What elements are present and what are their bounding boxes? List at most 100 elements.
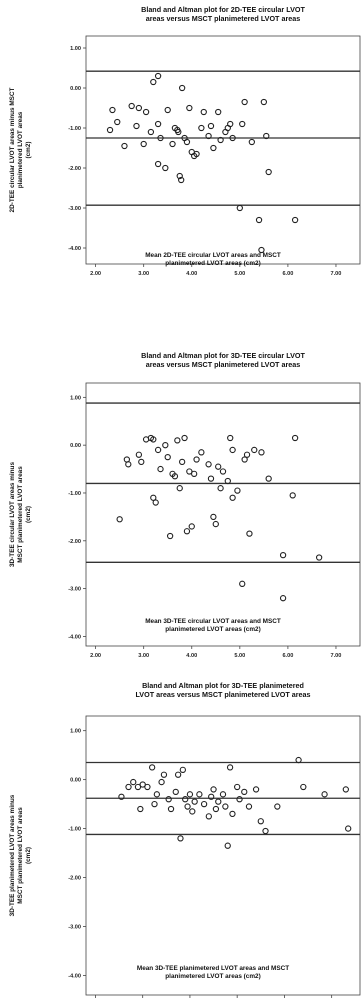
data-point (279, 551, 287, 559)
data-point (186, 791, 194, 798)
data-point (315, 554, 323, 561)
data-point (165, 796, 172, 803)
chart-title-line: Bland and Altman plot for 3D-TEE planime… (142, 681, 304, 690)
y-tick-label: 1.00 (70, 46, 81, 52)
data-point (121, 142, 128, 150)
x-tick-label: 4.00 (186, 271, 197, 277)
data-point (183, 528, 191, 535)
plot-area (85, 382, 361, 647)
data-point (167, 805, 175, 813)
data-point (226, 764, 234, 771)
x-tick-label: 4.00 (186, 653, 197, 659)
data-point (210, 786, 217, 793)
data-point (138, 458, 145, 466)
plot-area (85, 35, 361, 265)
data-point (208, 793, 215, 800)
data-point (258, 246, 265, 254)
data-point (255, 216, 263, 224)
data-point (193, 456, 200, 463)
data-point (198, 449, 205, 456)
chart-title-line: Bland and Altman plot for 2D-TEE circula… (141, 5, 305, 14)
x-tick-label: 3.00 (138, 653, 149, 659)
data-point (263, 132, 270, 140)
data-point (274, 803, 281, 810)
data-point (191, 798, 198, 805)
y-tick-label: -3.00 (68, 206, 81, 212)
data-point (135, 451, 143, 458)
x-tick-label: 5.00 (234, 653, 245, 659)
x-tick-label: 6.00 (282, 271, 293, 277)
y-tick-label: -1.00 (68, 827, 81, 833)
y-tick-label: 0.00 (70, 86, 81, 92)
data-point (217, 136, 224, 144)
x-axis-label-line: planimetered LVOT areas (cm2) (165, 973, 260, 980)
x-tick-label: 5.00 (234, 271, 245, 277)
data-point (175, 128, 182, 136)
data-point (345, 825, 352, 832)
data-point (217, 485, 224, 492)
data-point (142, 108, 150, 116)
data-point (183, 138, 191, 146)
data-point (289, 492, 296, 499)
data-point (140, 140, 147, 148)
y-tick-label: -2.00 (68, 166, 81, 172)
data-point (239, 580, 246, 587)
data-point (189, 808, 196, 815)
data-point (171, 473, 179, 480)
x-axis-label-line: planimetered LVOT areas (cm2) (165, 626, 260, 633)
data-point (153, 791, 161, 798)
y-axis-label-line: 3D-TEE circular LVOT areas minus (9, 462, 16, 567)
data-point (193, 150, 200, 158)
data-point (164, 106, 171, 114)
data-point (236, 204, 243, 212)
x-tick-label: 7.00 (331, 653, 342, 659)
y-tick-label: -3.00 (68, 924, 81, 930)
plot-area (85, 715, 361, 996)
data-point (205, 813, 212, 820)
data-point (257, 818, 264, 825)
data-point (150, 494, 157, 501)
y-tick-label: -4.00 (68, 973, 81, 979)
data-point (160, 771, 168, 778)
x-axis-label-line: planimetered LVOT areas (cm2) (165, 260, 260, 267)
data-point (162, 164, 169, 172)
data-point (157, 465, 164, 473)
data-point (234, 487, 241, 494)
data-point (176, 485, 183, 492)
data-point (184, 803, 191, 810)
chart-title-line: areas versus MSCT planimetered LVOT area… (146, 14, 300, 23)
y-tick-label: 1.00 (70, 729, 81, 735)
y-tick-label: -2.00 (68, 539, 81, 545)
data-point (252, 786, 260, 793)
data-point (147, 128, 155, 136)
data-point (212, 520, 219, 528)
data-point (291, 434, 299, 442)
data-point (229, 494, 236, 501)
data-point (243, 451, 251, 458)
y-tick-label: 0.00 (70, 778, 81, 784)
y-axis-label-line: MSCT planimetered LVOT areas (17, 807, 24, 904)
data-point (154, 446, 162, 454)
data-point (265, 168, 272, 176)
data-point (151, 800, 158, 808)
data-point (186, 468, 193, 475)
y-axis-label-line: MSCT planimetered LVOT areas (17, 466, 24, 563)
data-point (179, 766, 186, 773)
data-point (205, 461, 212, 468)
x-axis-label-line: Mean 3D-TEE circular LVOT areas and MSCT (145, 618, 281, 625)
y-axis-label-line: 3D-TEE planimetered LVOT areas minus (9, 794, 16, 916)
data-point (125, 461, 132, 468)
data-point (215, 798, 222, 805)
data-point (137, 805, 144, 813)
data-point (246, 530, 253, 537)
data-point (229, 810, 236, 818)
y-tick-label: -1.00 (68, 491, 81, 497)
data-point (154, 160, 162, 168)
data-point (148, 764, 156, 771)
data-point (135, 104, 143, 112)
data-point (144, 783, 151, 791)
x-tick-label: 3.00 (138, 271, 149, 277)
bland-altman-chart-3d-tee-planimetered: Bland and Altman plot for 3D-TEE planime… (9, 681, 361, 998)
data-point (215, 463, 222, 470)
data-point (300, 783, 307, 791)
